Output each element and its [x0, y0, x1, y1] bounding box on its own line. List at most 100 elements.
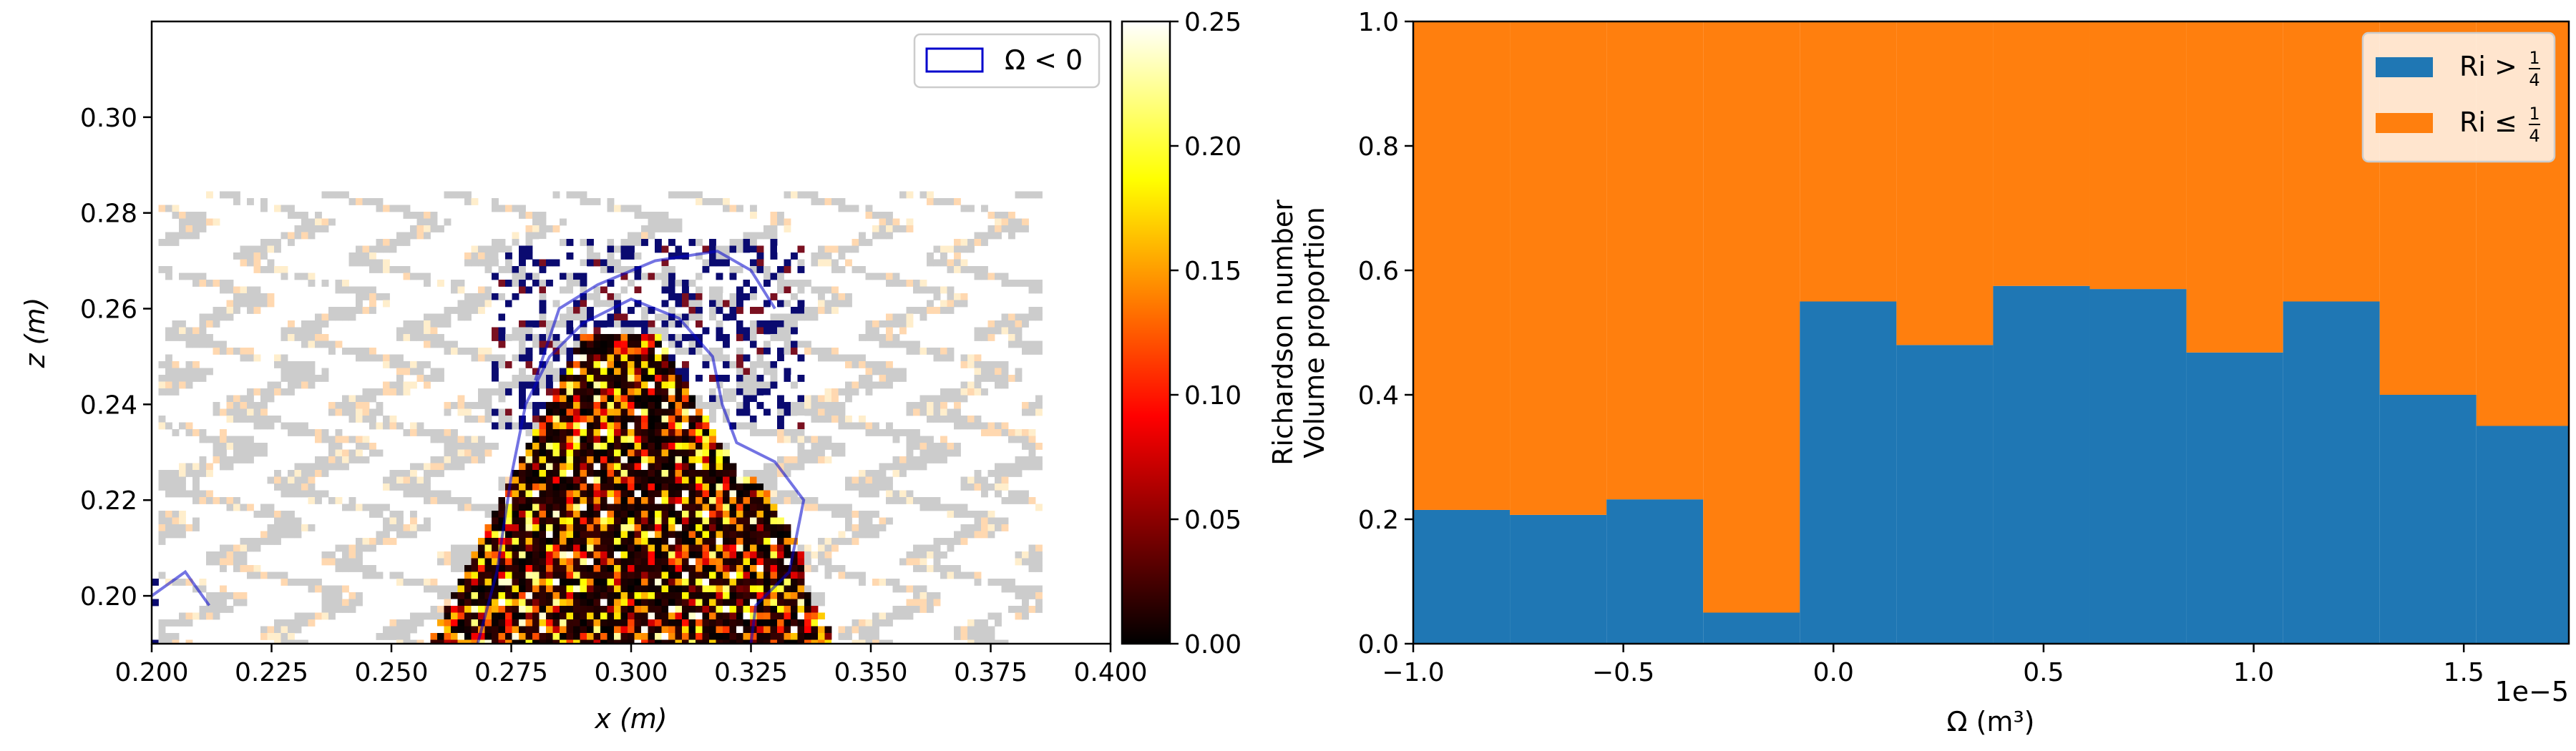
heatmap-cell — [315, 218, 322, 226]
heatmap-cell — [729, 490, 737, 498]
heatmap-cell — [628, 252, 635, 260]
heatmap-cell — [1022, 225, 1029, 232]
heatmap-cell — [987, 511, 995, 518]
heatmap-cell — [872, 361, 879, 368]
heatmap-cell — [376, 504, 384, 511]
heatmap-cell — [967, 524, 975, 531]
heatmap-cell — [573, 348, 580, 355]
heatmap-cell — [424, 490, 431, 498]
heatmap-cell — [546, 470, 553, 477]
heatmap-cell — [906, 558, 914, 566]
heatmap-cell — [702, 544, 710, 552]
heatmap-cell — [648, 626, 655, 634]
heatmap-cell — [546, 571, 553, 579]
heatmap-cell — [532, 402, 540, 409]
heatmap-cell — [736, 531, 743, 539]
heatmap-cell — [573, 381, 580, 389]
heatmap-cell — [315, 375, 322, 382]
heatmap-cell — [682, 619, 689, 627]
heatmap-cell — [702, 538, 710, 545]
heatmap-cell — [444, 191, 452, 199]
heatmap-cell — [444, 218, 452, 226]
heatmap-cell — [192, 327, 200, 335]
heatmap-cell — [294, 375, 302, 382]
heatmap-cell — [607, 633, 615, 640]
heatmap-cell — [974, 639, 982, 644]
heatmap-cell — [974, 484, 982, 491]
heatmap-cell — [348, 456, 356, 463]
heatmap-cell — [532, 531, 540, 539]
heatmap-cell — [845, 571, 852, 579]
heatmap-cell — [987, 361, 995, 368]
heatmap-cell — [199, 456, 207, 463]
heatmap-cell — [539, 592, 547, 599]
heatmap-cell — [301, 340, 308, 348]
heatmap-cell — [688, 551, 696, 559]
heatmap-cell — [954, 565, 961, 572]
heatmap-cell — [852, 239, 859, 246]
heatmap-cell — [641, 388, 648, 396]
heatmap-cell — [628, 511, 635, 518]
heatmap-cell — [960, 422, 968, 430]
heatmap-cell — [620, 429, 628, 436]
heatmap-cell — [913, 463, 920, 471]
heatmap-cell — [471, 245, 479, 253]
heatmap-cell — [723, 565, 730, 572]
heatmap-cell — [478, 402, 485, 409]
heatmap-cell — [437, 497, 444, 504]
heatmap-cell — [348, 599, 356, 607]
heatmap-cell — [750, 416, 757, 423]
heatmap-cell — [308, 327, 316, 335]
heatmap-cell — [716, 571, 723, 579]
heatmap-cell — [682, 551, 689, 559]
heatmap-cell — [253, 388, 261, 396]
heatmap-cell — [614, 565, 621, 572]
heatmap-cell — [981, 422, 988, 430]
heatmap-cell — [872, 273, 879, 280]
heatmap-cell — [648, 633, 655, 640]
heatmap-cell — [709, 320, 716, 328]
histogram-x-label: Ω (m³) — [1946, 706, 2034, 737]
heatmap-cell — [512, 300, 519, 308]
heatmap-cell — [947, 266, 955, 273]
heatmap-cell — [185, 619, 193, 627]
heatmap-cell — [484, 354, 492, 362]
heatmap-cell — [675, 402, 683, 409]
heatmap-cell — [430, 585, 438, 593]
heatmap-cell — [770, 490, 778, 498]
heatmap-cell — [682, 436, 689, 443]
heatmap-cell — [294, 579, 302, 586]
heatmap-cell — [954, 198, 961, 205]
heatmap-cell — [600, 259, 608, 267]
heatmap-cell — [362, 571, 370, 579]
heatmap-cell — [995, 225, 1002, 232]
heatmap-cell — [396, 619, 404, 627]
heatmap-cell — [688, 293, 696, 300]
heatmap-cell — [750, 245, 757, 253]
heatmap-cell — [641, 368, 648, 376]
heatmap-cell — [628, 531, 635, 539]
heatmap-cell — [396, 422, 404, 430]
heatmap-cell — [668, 517, 675, 525]
heatmap-cell — [369, 544, 376, 552]
heatmap-cell — [824, 245, 832, 253]
heatmap-cell — [804, 191, 811, 199]
heatmap-cell — [593, 259, 601, 267]
heatmap-cell — [859, 511, 866, 518]
heatmap-cell — [723, 558, 730, 566]
heatmap-cell — [641, 599, 648, 607]
heatmap-cell — [566, 571, 574, 579]
heatmap-cell — [410, 361, 417, 368]
heatmap-cell — [505, 266, 512, 273]
heatmap-cell — [777, 517, 784, 525]
heatmap-cell — [410, 381, 417, 389]
heatmap-cell — [403, 212, 411, 219]
heatmap-cell — [750, 476, 757, 484]
heatmap-cell — [600, 585, 608, 593]
heatmap-cell — [729, 293, 737, 300]
heatmap-cell — [301, 375, 308, 382]
heatmap-cell — [457, 449, 465, 457]
heatmap-cell — [716, 626, 723, 634]
heatmap-cell — [620, 388, 628, 396]
heatmap-cell — [750, 484, 757, 491]
